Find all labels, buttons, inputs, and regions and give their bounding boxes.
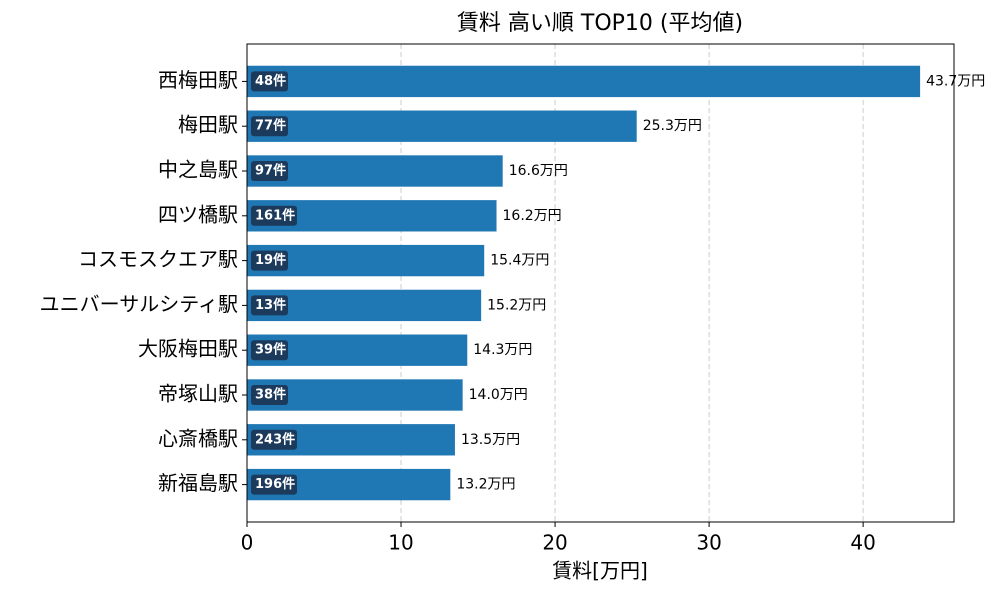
count-badge — [251, 340, 288, 361]
count-badge — [251, 71, 288, 92]
chart-title: 賃料 高い順 TOP10 (平均値) — [457, 11, 743, 36]
count-label: 13件 — [255, 297, 286, 313]
count-label: 39件 — [255, 342, 286, 358]
y-tick-label: 西梅田駅 — [158, 68, 238, 92]
x-tick-label: 10 — [388, 531, 413, 555]
x-axis-label: 賃料[万円] — [552, 559, 648, 583]
y-tick-label: 大阪梅田駅 — [138, 337, 238, 361]
value-label: 13.2万円 — [456, 477, 515, 493]
count-label: 196件 — [255, 476, 295, 492]
count-label: 77件 — [255, 118, 286, 134]
count-badge — [251, 429, 297, 450]
y-tick-label: 新福島駅 — [158, 471, 238, 495]
count-badge — [251, 205, 297, 226]
count-label: 19件 — [255, 252, 286, 268]
bar — [247, 110, 637, 142]
count-label: 48件 — [255, 73, 286, 89]
x-tick-label: 0 — [241, 531, 254, 555]
count-label: 243件 — [255, 431, 295, 447]
value-label: 16.6万円 — [509, 163, 568, 179]
x-tick-label: 30 — [696, 531, 721, 555]
y-tick-label: ユニバーサルシティ駅 — [40, 292, 238, 316]
value-label: 15.2万円 — [487, 297, 546, 313]
y-tick-label: コスモスクエア駅 — [78, 247, 238, 271]
y-tick-label: 四ツ橋駅 — [158, 202, 238, 226]
count-badge — [251, 474, 297, 495]
bar — [247, 65, 921, 98]
count-label: 38件 — [255, 386, 286, 402]
count-badge — [251, 116, 288, 137]
value-label: 13.5万円 — [461, 432, 520, 448]
count-label: 97件 — [255, 163, 286, 179]
count-badge — [251, 250, 288, 271]
value-label: 15.4万円 — [490, 253, 549, 269]
x-tick-label: 40 — [850, 531, 875, 555]
value-label: 16.2万円 — [503, 208, 562, 224]
value-label: 25.3万円 — [643, 118, 702, 134]
value-label: 43.7万円 — [926, 73, 985, 89]
count-label: 161件 — [255, 207, 295, 223]
y-tick-label: 中之島駅 — [158, 158, 238, 182]
y-tick-label: 梅田駅 — [178, 113, 238, 137]
count-badge — [251, 384, 288, 405]
bar — [247, 155, 503, 187]
value-label: 14.0万円 — [469, 387, 528, 403]
x-tick-label: 20 — [542, 531, 567, 555]
count-badge — [251, 161, 288, 182]
count-badge — [251, 295, 288, 316]
value-label: 14.3万円 — [473, 342, 532, 358]
plot-frame — [246, 43, 955, 523]
y-tick-label: 帝塚山駅 — [158, 381, 238, 405]
y-tick-label: 心斎橋駅 — [158, 426, 238, 450]
